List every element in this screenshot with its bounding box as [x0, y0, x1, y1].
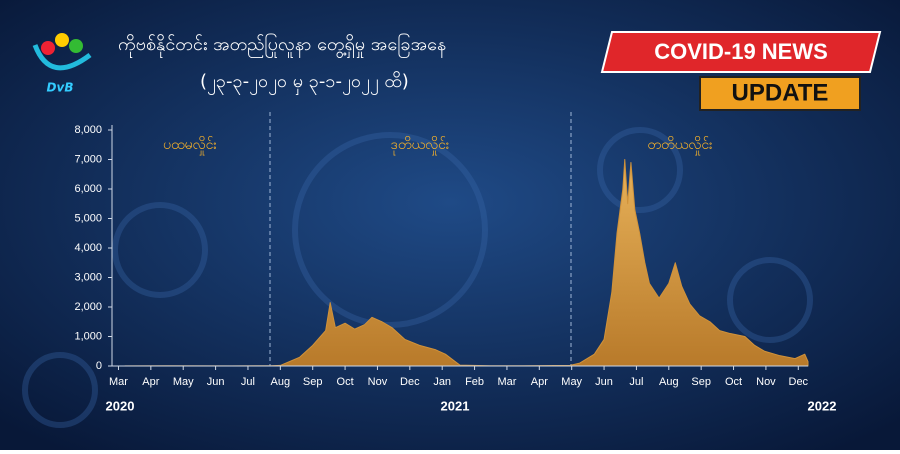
subtitle: (၂၃-၃-၂၀၂၀ မှ ၃-၁-၂၀၂၂ ထိ): [200, 71, 409, 95]
x-tick-label: Oct: [725, 376, 742, 388]
x-tick-label: Aug: [271, 376, 291, 388]
x-tick-label: Apr: [531, 376, 548, 388]
y-tick-label: 7,000: [74, 153, 102, 165]
badge: UPDATE: [732, 79, 829, 106]
x-tick-label: Apr: [142, 376, 159, 388]
area: [124, 159, 809, 367]
logo-text: DvB: [47, 81, 74, 95]
year-label: 2022: [808, 398, 837, 413]
wave-label: ပထမလှိုင်း: [163, 137, 217, 155]
x-tick-label: Feb: [465, 376, 484, 388]
badge-bg: [600, 31, 882, 73]
x-tick-label: Oct: [337, 376, 354, 388]
x-tick-label: Mar: [109, 376, 128, 388]
y-tick-label: 0: [96, 360, 102, 372]
x-tick-label: Dec: [400, 376, 420, 388]
year-label: 2021: [441, 398, 470, 413]
wave-label: တတိယလှိုင်း: [647, 137, 713, 155]
y-tick-label: 1,000: [74, 330, 102, 342]
title: ကိုဗစ်နိုင်တင်း အတည်ပြုလူနာ တွေ့ရှိမှု အ…: [118, 33, 446, 58]
x-tick-label: Jul: [629, 376, 643, 388]
x-tick-label: Jun: [207, 376, 225, 388]
x-tick-label: Dec: [789, 376, 809, 388]
x-tick-label: Sep: [303, 376, 323, 388]
x-tick-label: Jun: [595, 376, 613, 388]
year-label: 2020: [106, 398, 135, 413]
y-tick-label: 4,000: [74, 242, 102, 254]
x-tick-label: Sep: [691, 376, 711, 388]
x-tick-label: Nov: [756, 376, 776, 388]
y-tick-label: 6,000: [74, 183, 102, 195]
x-tick-label: May: [173, 376, 194, 388]
wave-label: ဒုတိယလှိုင်း: [391, 137, 450, 155]
badge: COVID-19 NEWS: [654, 39, 828, 64]
x-tick-label: Jul: [241, 376, 255, 388]
y-tick-label: 8,000: [74, 124, 102, 136]
x-tick-label: Nov: [368, 376, 388, 388]
x-tick-label: Mar: [497, 376, 516, 388]
x-tick-label: Jan: [433, 376, 451, 388]
decoration: [22, 127, 813, 428]
y-tick-label: 5,000: [74, 212, 102, 224]
logo: DvB: [32, 33, 92, 95]
x-tick-label: May: [561, 376, 582, 388]
badge-bg: [699, 76, 861, 111]
y-tick-label: 2,000: [74, 301, 102, 313]
x-tick-label: Aug: [659, 376, 679, 388]
y-tick-label: 3,000: [74, 271, 102, 283]
